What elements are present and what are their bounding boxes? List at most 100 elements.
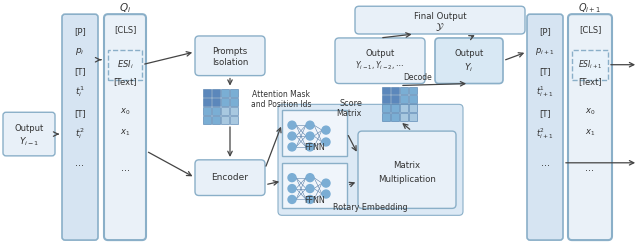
Text: Final Output: Final Output xyxy=(413,12,467,21)
Bar xyxy=(391,86,399,94)
Text: $t_{i+1}^2$: $t_{i+1}^2$ xyxy=(536,126,554,140)
Bar xyxy=(391,113,399,121)
Bar xyxy=(409,86,417,94)
Text: $t_i^2$: $t_i^2$ xyxy=(75,126,85,140)
Text: Rotary Embedding: Rotary Embedding xyxy=(333,203,408,212)
Bar xyxy=(400,113,408,121)
Text: $Y_i$: $Y_i$ xyxy=(465,61,474,74)
Bar xyxy=(382,113,390,121)
Circle shape xyxy=(306,196,314,203)
Text: Output: Output xyxy=(454,50,484,58)
Text: $\mathcal{Y}$: $\mathcal{Y}$ xyxy=(435,21,445,33)
Bar xyxy=(400,86,408,94)
Circle shape xyxy=(288,174,296,182)
Bar xyxy=(391,96,399,103)
Text: [T]: [T] xyxy=(539,67,551,76)
Bar xyxy=(212,98,220,106)
Text: [T]: [T] xyxy=(539,109,551,118)
FancyBboxPatch shape xyxy=(104,14,146,240)
FancyBboxPatch shape xyxy=(358,131,456,208)
FancyBboxPatch shape xyxy=(3,112,55,156)
Text: ...: ... xyxy=(586,163,595,173)
FancyBboxPatch shape xyxy=(355,6,525,34)
Circle shape xyxy=(322,138,330,146)
FancyBboxPatch shape xyxy=(435,38,503,84)
Text: Isolation: Isolation xyxy=(212,58,248,68)
Text: Matrix: Matrix xyxy=(394,161,420,170)
Circle shape xyxy=(288,132,296,140)
Text: ...: ... xyxy=(541,158,550,168)
Bar xyxy=(382,86,390,94)
Text: $ESI_i$: $ESI_i$ xyxy=(116,58,133,71)
Text: $t_{i+1}^1$: $t_{i+1}^1$ xyxy=(536,84,554,99)
Bar xyxy=(212,107,220,115)
Text: [CLS]: [CLS] xyxy=(114,26,136,35)
Bar xyxy=(409,104,417,112)
Bar xyxy=(572,50,608,80)
Circle shape xyxy=(306,184,314,192)
Bar xyxy=(221,107,229,115)
FancyBboxPatch shape xyxy=(195,160,265,196)
Text: Matrix: Matrix xyxy=(337,109,362,118)
Text: [T]: [T] xyxy=(74,67,86,76)
Text: Decode: Decode xyxy=(404,73,433,82)
Bar xyxy=(282,163,347,208)
Text: $ESI_{i+1}$: $ESI_{i+1}$ xyxy=(577,58,602,71)
Text: [P]: [P] xyxy=(74,28,86,36)
Text: $p_{i+1}$: $p_{i+1}$ xyxy=(535,46,555,57)
Bar xyxy=(203,98,211,106)
Bar xyxy=(108,50,142,80)
Text: [T]: [T] xyxy=(74,109,86,118)
Bar xyxy=(203,90,211,98)
Text: $t_i^1$: $t_i^1$ xyxy=(75,84,85,99)
Text: $Q_i$: $Q_i$ xyxy=(119,1,131,15)
Bar xyxy=(203,107,211,115)
Bar xyxy=(409,96,417,103)
Bar xyxy=(382,96,390,103)
Text: FFNN: FFNN xyxy=(304,144,325,152)
FancyBboxPatch shape xyxy=(335,38,425,84)
Circle shape xyxy=(306,121,314,129)
Text: $Y_{i-1}$: $Y_{i-1}$ xyxy=(19,136,39,148)
Text: FFNN: FFNN xyxy=(304,196,325,205)
Text: $Y_{i-1}, Y_{i-2},\cdots$: $Y_{i-1}, Y_{i-2},\cdots$ xyxy=(355,60,404,72)
Text: [P]: [P] xyxy=(539,28,551,36)
Circle shape xyxy=(288,184,296,192)
Text: Prompts: Prompts xyxy=(212,46,248,56)
Text: $x_0$: $x_0$ xyxy=(585,106,595,117)
Text: ...: ... xyxy=(76,158,84,168)
Text: Output: Output xyxy=(365,50,395,58)
Text: Output: Output xyxy=(14,124,44,133)
Bar xyxy=(282,110,347,156)
Bar xyxy=(382,104,390,112)
Bar xyxy=(221,90,229,98)
Text: and Position Ids: and Position Ids xyxy=(251,100,311,109)
Text: ...: ... xyxy=(120,163,129,173)
Bar xyxy=(221,116,229,124)
FancyBboxPatch shape xyxy=(527,14,563,240)
Text: [Text]: [Text] xyxy=(113,77,137,86)
Text: Multiplication: Multiplication xyxy=(378,174,436,184)
Bar xyxy=(230,116,238,124)
Circle shape xyxy=(306,143,314,151)
Bar xyxy=(400,96,408,103)
Text: $x_0$: $x_0$ xyxy=(120,106,131,117)
Circle shape xyxy=(306,174,314,182)
Bar xyxy=(400,104,408,112)
Bar xyxy=(391,104,399,112)
FancyBboxPatch shape xyxy=(195,36,265,76)
Circle shape xyxy=(322,179,330,187)
Text: $x_1$: $x_1$ xyxy=(120,128,130,138)
FancyBboxPatch shape xyxy=(62,14,98,240)
Bar xyxy=(230,98,238,106)
Circle shape xyxy=(288,143,296,151)
Circle shape xyxy=(288,196,296,203)
Bar xyxy=(221,98,229,106)
Circle shape xyxy=(322,126,330,134)
Circle shape xyxy=(288,121,296,129)
Text: $x_1$: $x_1$ xyxy=(585,128,595,138)
Text: Encoder: Encoder xyxy=(211,173,248,182)
FancyBboxPatch shape xyxy=(278,104,463,215)
Bar xyxy=(212,90,220,98)
Bar xyxy=(203,116,211,124)
